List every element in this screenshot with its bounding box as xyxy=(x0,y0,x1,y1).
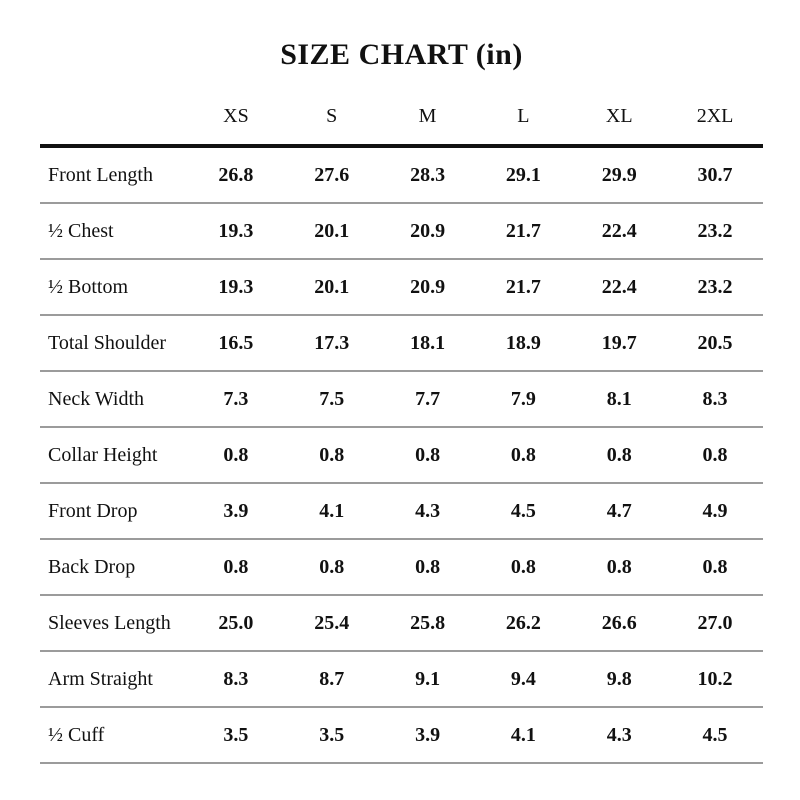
measurement-value: 7.9 xyxy=(510,387,536,410)
measurement-value: 27.6 xyxy=(314,163,350,186)
table-row: ½ Cuff 3.5 3.5 3.9 4.1 4.3 4.5 xyxy=(40,708,763,764)
measurement-value: 4.7 xyxy=(606,499,632,522)
table-body: Front Length 26.8 27.6 28.3 29.1 29.9 30.7 ½ Ch… xyxy=(40,144,763,764)
measurement-value: 4.1 xyxy=(319,499,345,522)
measurement-value: 23.2 xyxy=(697,275,733,298)
measurement-value: 25.8 xyxy=(410,611,446,634)
measurement-value: 20.9 xyxy=(410,219,446,242)
measurement-value: 25.0 xyxy=(218,611,254,634)
measurement-value: 0.8 xyxy=(702,555,728,578)
table-row: Back Drop 0.8 0.8 0.8 0.8 0.8 0.8 xyxy=(40,540,763,596)
measurement-value: 26.2 xyxy=(505,611,541,634)
measurement-value: 30.7 xyxy=(697,163,733,186)
measurement-value: 0.8 xyxy=(223,555,249,578)
measurement-value: 29.1 xyxy=(505,163,541,186)
measurement-value: 20.1 xyxy=(314,275,350,298)
measurement-value: 4.1 xyxy=(510,723,536,746)
page-title: SIZE CHART (in) xyxy=(280,38,523,71)
measurement-value: 0.8 xyxy=(606,555,632,578)
row-label: Arm Straight xyxy=(48,667,153,690)
measurement-value: 0.8 xyxy=(223,443,249,466)
measurement-value: 4.5 xyxy=(702,723,728,746)
table-row: ½ Bottom 19.3 20.1 20.9 21.7 22.4 23.2 xyxy=(40,260,763,316)
measurement-value: 4.3 xyxy=(606,723,632,746)
table-row: Sleeves Length 25.0 25.4 25.8 26.2 26.6 27.0 xyxy=(40,596,763,652)
measurement-value: 10.2 xyxy=(697,667,733,690)
measurement-value: 19.7 xyxy=(601,331,637,354)
measurement-value: 9.8 xyxy=(606,667,632,690)
row-label: ½ Bottom xyxy=(48,275,129,298)
measurement-value: 16.5 xyxy=(218,331,254,354)
row-label: Back Drop xyxy=(48,555,136,578)
table-row: Neck Width 7.3 7.5 7.7 7.9 8.1 8.3 xyxy=(40,372,763,428)
measurement-value: 7.5 xyxy=(319,387,345,410)
measurement-value: 4.9 xyxy=(702,499,728,522)
measurement-value: 27.0 xyxy=(697,611,733,634)
column-header-m: M xyxy=(418,104,437,127)
measurement-value: 18.1 xyxy=(410,331,446,354)
measurement-value: 7.7 xyxy=(415,387,441,410)
measurement-value: 18.9 xyxy=(505,331,541,354)
measurement-value: 0.8 xyxy=(319,443,345,466)
measurement-value: 20.9 xyxy=(410,275,446,298)
column-header-xl: XL xyxy=(605,104,633,127)
measurement-value: 22.4 xyxy=(601,219,637,242)
row-label: Front Length xyxy=(48,163,153,186)
measurement-value: 3.5 xyxy=(223,723,249,746)
row-label: Total Shoulder xyxy=(48,331,167,354)
measurement-value: 28.3 xyxy=(410,163,446,186)
column-header-xs: XS xyxy=(223,104,249,127)
measurement-value: 0.8 xyxy=(606,443,632,466)
column-header-s: S xyxy=(326,104,338,127)
measurement-value: 25.4 xyxy=(314,611,350,634)
measurement-value: 7.3 xyxy=(223,387,249,410)
table-row: Front Drop 3.9 4.1 4.3 4.5 4.7 4.9 xyxy=(40,484,763,540)
measurement-value: 4.5 xyxy=(510,499,536,522)
measurement-value: 19.3 xyxy=(218,219,254,242)
measurement-value: 20.1 xyxy=(314,219,350,242)
table-row: ½ Chest 19.3 20.1 20.9 21.7 22.4 23.2 xyxy=(40,204,763,260)
measurement-value: 8.3 xyxy=(223,667,249,690)
measurement-value: 29.9 xyxy=(601,163,637,186)
row-label: ½ Cuff xyxy=(48,723,105,746)
measurement-value: 0.8 xyxy=(510,443,536,466)
measurement-value: 8.1 xyxy=(606,387,632,410)
measurement-value: 4.3 xyxy=(415,499,441,522)
table-row: Arm Straight 8.3 8.7 9.1 9.4 9.8 10.2 xyxy=(40,652,763,708)
measurement-value: 0.8 xyxy=(510,555,536,578)
measurement-value: 9.1 xyxy=(415,667,441,690)
measurement-value: 26.8 xyxy=(218,163,254,186)
table-header-row: XS S M L XL 2XL xyxy=(40,88,763,144)
row-label: Collar Height xyxy=(48,443,158,466)
measurement-value: 23.2 xyxy=(697,219,733,242)
measurement-value: 0.8 xyxy=(702,443,728,466)
measurement-value: 19.3 xyxy=(218,275,254,298)
measurement-value: 0.8 xyxy=(415,443,441,466)
measurement-value: 3.9 xyxy=(223,499,249,522)
measurement-value: 9.4 xyxy=(510,667,536,690)
measurement-value: 17.3 xyxy=(314,331,350,354)
measurement-value: 0.8 xyxy=(415,555,441,578)
measurement-value: 20.5 xyxy=(697,331,733,354)
measurement-value: 21.7 xyxy=(505,219,541,242)
size-chart-table: XS S M L XL 2XL Front Length 26.8 27.6 28.3 29.1 2… xyxy=(40,88,763,764)
table-row: Collar Height 0.8 0.8 0.8 0.8 0.8 0.8 xyxy=(40,428,763,484)
column-header-l: L xyxy=(517,104,530,127)
row-label: Neck Width xyxy=(48,387,145,410)
measurement-value: 22.4 xyxy=(601,275,637,298)
row-label: ½ Chest xyxy=(48,219,114,242)
measurement-value: 3.5 xyxy=(319,723,345,746)
table-row: Front Length 26.8 27.6 28.3 29.1 29.9 30.7 xyxy=(40,148,763,204)
row-label: Front Drop xyxy=(48,499,138,522)
measurement-value: 8.7 xyxy=(319,667,345,690)
measurement-value: 0.8 xyxy=(319,555,345,578)
measurement-value: 21.7 xyxy=(505,275,541,298)
row-label: Sleeves Length xyxy=(48,611,171,634)
table-row: Total Shoulder 16.5 17.3 18.1 18.9 19.7 20.5 xyxy=(40,316,763,372)
measurement-value: 26.6 xyxy=(601,611,637,634)
measurement-value: 8.3 xyxy=(702,387,728,410)
column-header-2xl: 2XL xyxy=(696,104,734,127)
measurement-value: 3.9 xyxy=(415,723,441,746)
